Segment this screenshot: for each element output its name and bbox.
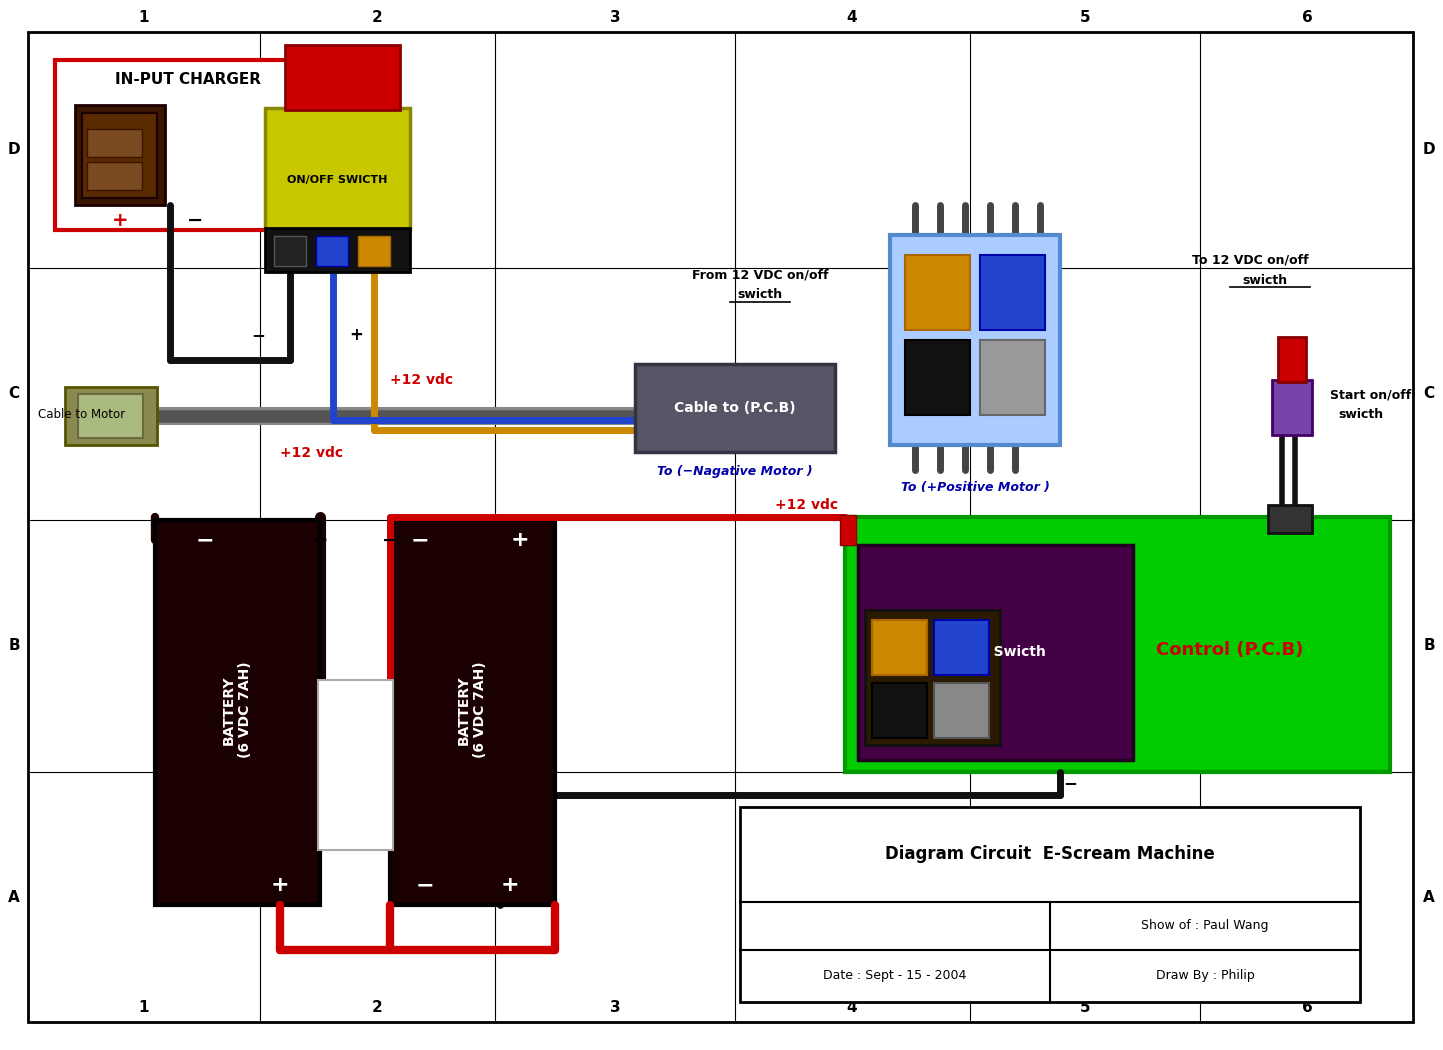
Bar: [55, 60, 395, 230]
Text: 6: 6: [1302, 9, 1312, 24]
Bar: [316, 236, 348, 266]
Text: 5: 5: [1079, 9, 1091, 24]
Text: Date : Sept - 15 - 2004: Date : Sept - 15 - 2004: [824, 969, 967, 983]
Text: +12 vdc: +12 vdc: [775, 498, 838, 512]
Bar: [635, 364, 835, 452]
Bar: [864, 610, 1000, 746]
Text: To 12 VDC on/off: To 12 VDC on/off: [1192, 253, 1309, 267]
Text: Delay Swicth: Delay Swicth: [945, 645, 1045, 659]
Bar: [1278, 337, 1306, 382]
Text: Show of : Paul Wang: Show of : Paul Wang: [1141, 920, 1268, 932]
Text: +: +: [511, 530, 530, 550]
Text: D: D: [1423, 143, 1436, 158]
Bar: [934, 682, 988, 738]
Text: IN-PUT CHARGER: IN-PUT CHARGER: [115, 72, 261, 87]
Bar: [358, 236, 390, 266]
Text: −: −: [416, 875, 434, 895]
Text: D: D: [7, 143, 20, 158]
Bar: [87, 129, 141, 158]
Bar: [154, 520, 320, 905]
Bar: [905, 255, 970, 330]
Bar: [980, 255, 1045, 330]
Text: −: −: [196, 530, 215, 550]
Bar: [78, 394, 143, 438]
Text: +: +: [111, 210, 128, 230]
Bar: [980, 340, 1045, 415]
Text: +: +: [349, 326, 364, 344]
Text: swicth: swicth: [737, 289, 782, 301]
Text: Draw By : Philip: Draw By : Philip: [1156, 969, 1254, 983]
Text: C: C: [9, 386, 20, 401]
Text: +12 vdc: +12 vdc: [280, 446, 343, 460]
Text: 3: 3: [610, 9, 620, 24]
Bar: [286, 45, 400, 110]
Bar: [840, 514, 856, 545]
Bar: [1268, 505, 1312, 533]
Bar: [274, 236, 306, 266]
Bar: [87, 162, 141, 190]
Text: +: +: [271, 875, 289, 895]
Text: BATTERY
(6 VDC 7AH): BATTERY (6 VDC 7AH): [457, 662, 488, 758]
Text: Cable to (P.C.B): Cable to (P.C.B): [674, 401, 795, 415]
Text: +12 vdc: +12 vdc: [390, 373, 453, 387]
Text: 4: 4: [847, 9, 857, 24]
Text: 5: 5: [1079, 1000, 1091, 1014]
Text: A: A: [9, 889, 20, 904]
Bar: [390, 520, 556, 905]
Bar: [317, 680, 392, 850]
Text: ON/OFF SWICTH: ON/OFF SWICTH: [287, 175, 387, 185]
Text: From 12 VDC on/off: From 12 VDC on/off: [691, 269, 828, 281]
Bar: [905, 340, 970, 415]
Bar: [890, 235, 1061, 445]
Bar: [75, 105, 165, 205]
Bar: [82, 113, 157, 198]
Text: Control (P.C.B): Control (P.C.B): [1156, 640, 1303, 659]
Text: Diagram Circuit  E-Scream Machine: Diagram Circuit E-Scream Machine: [885, 845, 1215, 863]
Bar: [266, 228, 410, 272]
Text: 4: 4: [847, 1000, 857, 1014]
Bar: [872, 682, 926, 738]
Text: −: −: [382, 530, 398, 549]
Bar: [266, 108, 410, 230]
Text: Cable to Motor: Cable to Motor: [38, 408, 126, 421]
Text: 2: 2: [372, 1000, 382, 1014]
Text: To (−Nagative Motor ): To (−Nagative Motor ): [657, 465, 812, 479]
Text: +: +: [312, 530, 328, 549]
Text: −: −: [411, 530, 430, 550]
Text: To (+Positive Motor ): To (+Positive Motor ): [900, 482, 1049, 495]
Text: −: −: [1063, 774, 1076, 792]
Text: 6: 6: [1302, 1000, 1312, 1014]
Text: −: −: [186, 210, 203, 230]
Bar: [65, 387, 157, 445]
Text: 1: 1: [139, 1000, 149, 1014]
Text: B: B: [1423, 638, 1434, 653]
Bar: [934, 620, 988, 675]
Text: B: B: [9, 638, 20, 653]
Bar: [846, 517, 1390, 772]
Text: +: +: [501, 875, 519, 895]
Text: A: A: [1423, 889, 1434, 904]
Text: swicth: swicth: [1338, 408, 1384, 421]
Bar: [740, 807, 1359, 1002]
Text: BATTERY
(6 VDC 7AH): BATTERY (6 VDC 7AH): [222, 662, 253, 758]
Text: Start on/off: Start on/off: [1330, 388, 1411, 401]
Text: −: −: [251, 326, 266, 344]
Bar: [859, 545, 1133, 760]
Text: C: C: [1423, 386, 1434, 401]
Text: swicth: swicth: [1242, 273, 1287, 287]
Text: 3: 3: [610, 1000, 620, 1014]
Text: 2: 2: [372, 9, 382, 24]
Bar: [872, 620, 926, 675]
Bar: [1271, 380, 1312, 435]
Text: 1: 1: [139, 9, 149, 24]
